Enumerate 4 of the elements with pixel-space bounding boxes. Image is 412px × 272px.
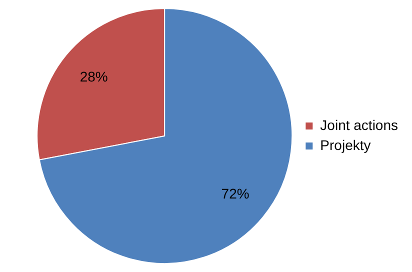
legend-label: Joint actions bbox=[320, 116, 398, 133]
data-label: 72% bbox=[221, 185, 250, 202]
data-label: 28% bbox=[80, 68, 108, 84]
legend-label: Projekty bbox=[320, 136, 371, 153]
